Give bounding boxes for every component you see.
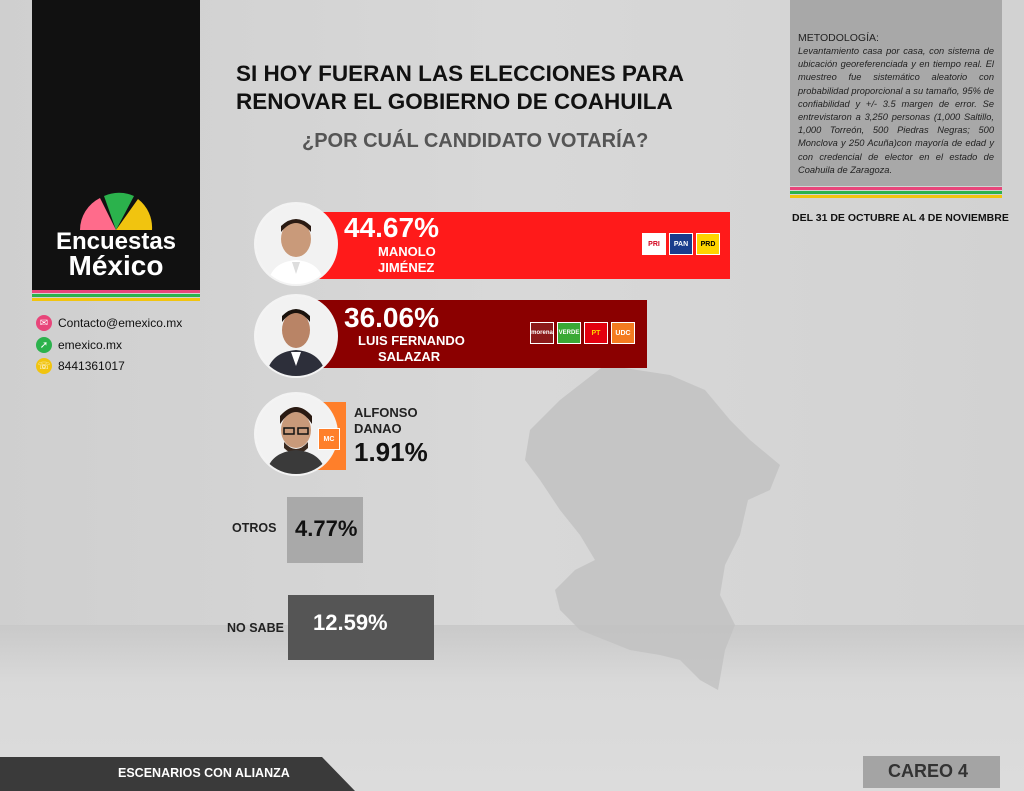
methodology-box: METODOLOGÍA: Levantamiento casa por casa…	[790, 0, 1002, 186]
candidate-3-name-line2: DANAO	[354, 421, 402, 436]
survey-date: DEL 31 DE OCTUBRE AL 4 DE NOVIEMBRE	[792, 212, 1009, 224]
mail-icon: ✉	[36, 315, 52, 331]
candidate-2-photo	[256, 296, 336, 376]
coahuila-map	[525, 365, 780, 690]
party-udc-logo: UDC	[611, 322, 635, 344]
candidate-2-name: LUIS FERNANDO SALAZAR	[358, 333, 465, 365]
party-pan-logo: PAN	[669, 233, 693, 255]
candidate-1-photo	[256, 204, 336, 284]
contact-web[interactable]: ➚ emexico.mx	[36, 335, 122, 355]
contact-phone[interactable]: ☏ 8441361017	[36, 356, 125, 376]
candidate-3-photo	[256, 394, 336, 474]
contact-email-text: Contacto@emexico.mx	[58, 316, 183, 330]
party-prd-logo: PRD	[696, 233, 720, 255]
logo-line2: México	[68, 250, 164, 281]
candidate-2-pct: 36.06%	[344, 302, 439, 333]
logo-mark	[80, 192, 153, 230]
contact-phone-text: 8441361017	[58, 359, 125, 373]
chart-title: SI HOY FUERAN LAS ELECCIONES PARA RENOVA…	[236, 61, 684, 114]
methodology-stripes	[790, 187, 1002, 199]
candidate-2-name-line1: LUIS FERNANDO	[358, 333, 465, 348]
no-sabe-label: NO SABE	[227, 621, 284, 635]
party-pt-logo: PT	[584, 322, 608, 344]
candidate-1-name-line2: JIMÉNEZ	[378, 260, 435, 275]
otros-pct: 4.77%	[295, 516, 358, 541]
candidate-1-pct: 44.67%	[344, 212, 439, 243]
logo-panel: Encuestas México	[32, 0, 200, 290]
bar-otros	[287, 497, 363, 563]
no-sabe-pct: 12.59%	[313, 610, 388, 635]
bar-no-sabe	[288, 595, 434, 660]
candidate-3-pct: 1.91%	[354, 437, 428, 467]
cursor-icon: ➚	[36, 337, 52, 353]
otros-label: OTROS	[232, 521, 277, 535]
candidate-3-name-line1: ALFONSO	[354, 405, 418, 420]
candidate-1-name: MANOLO JIMÉNEZ	[378, 244, 436, 276]
footer-scenario-text: ESCENARIOS CON ALIANZA	[118, 766, 290, 780]
careo-text: CAREO 4	[888, 761, 969, 781]
party-pri-logo: PRI	[642, 233, 666, 255]
logo-stripes	[32, 290, 200, 304]
contact-email[interactable]: ✉ Contacto@emexico.mx	[36, 313, 182, 333]
methodology-body: Levantamiento casa por casa, con sistema…	[798, 46, 994, 175]
contact-web-text: emexico.mx	[58, 338, 123, 352]
footer-scenario-bar	[0, 757, 355, 791]
party-verde-logo: VERDE	[557, 322, 581, 344]
candidate-1-name-line1: MANOLO	[378, 244, 436, 259]
chart-subtitle: ¿POR CUÁL CANDIDATO VOTARÍA?	[302, 130, 649, 152]
methodology-heading: METODOLOGÍA:	[798, 32, 879, 44]
careo-badge	[863, 756, 1000, 788]
party-mc-logo: MC	[318, 428, 340, 450]
phone-icon: ☏	[36, 358, 52, 374]
party-morena-logo: morena	[530, 322, 554, 344]
logo-line1: Encuestas	[55, 228, 177, 255]
candidate-2-name-line2: SALAZAR	[378, 349, 441, 364]
candidate-3-name: ALFONSO DANAO	[354, 405, 418, 437]
